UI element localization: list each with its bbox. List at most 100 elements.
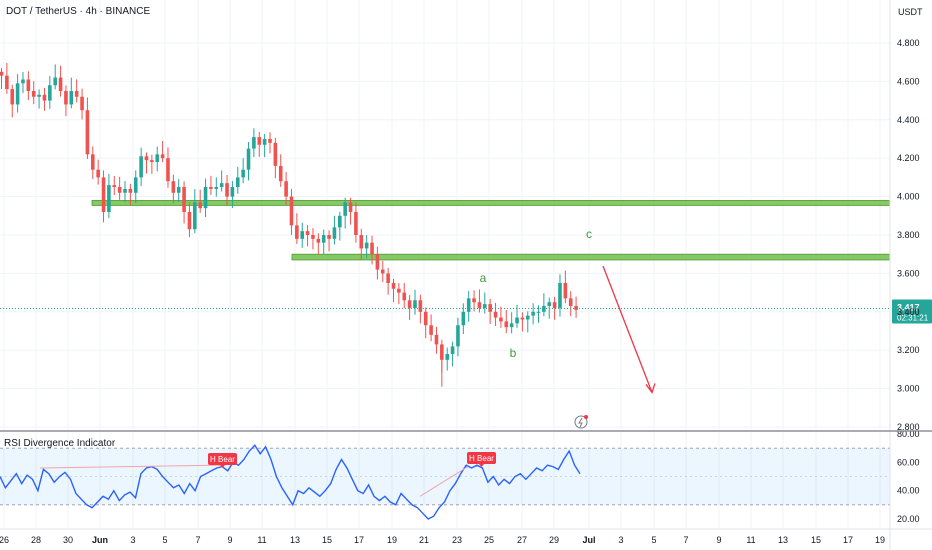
- candle-body: [300, 231, 305, 239]
- candle-body: [225, 183, 229, 197]
- candle-body: [262, 139, 267, 145]
- x-tick-label: Jun: [92, 535, 108, 545]
- chart-title: DOT / TetherUS · 4h · BINANCE: [6, 6, 151, 17]
- time-axis[interactable]: 26 28 30 Jun 3 5 7 9 11 13 15 17 19 21 23 25 27 29 Jul 3 5 7 9…: [0, 535, 885, 545]
- zone-1: [91, 200, 891, 206]
- candle-body: [42, 94, 47, 101]
- candle-body: [176, 187, 181, 193]
- price-axis[interactable]: USDT 4.800 4.600 4.400 4.200 4.000 3.800 3.600 3…: [889, 0, 923, 550]
- divergence-badge-2: [467, 452, 496, 464]
- candle-body: [219, 183, 224, 187]
- candle-body: [10, 89, 15, 105]
- rsi-tick-label: 80.00: [897, 429, 920, 439]
- candlestick-series: [0, 62, 578, 387]
- last-price-countdown: 02:31:21: [897, 314, 929, 323]
- y-tick-label: 4.600: [897, 76, 920, 86]
- candle-body: [0, 71, 4, 76]
- candle-body: [332, 227, 337, 239]
- candle-body: [354, 211, 358, 235]
- candle-body: [74, 91, 79, 97]
- candle-body: [278, 165, 283, 182]
- candle-body: [144, 156, 149, 161]
- candle-body: [466, 298, 471, 312]
- candle-body: [21, 79, 25, 84]
- candle-body: [107, 185, 111, 212]
- candle-body: [558, 283, 562, 308]
- candle-body: [311, 235, 315, 239]
- candle-body: [112, 185, 117, 187]
- candle-body: [284, 181, 288, 197]
- candle-body: [305, 231, 310, 235]
- x-tick-label: 5: [162, 535, 167, 545]
- alert-dot: [584, 415, 588, 419]
- x-tick-label: 17: [843, 535, 853, 545]
- projection-arrow[interactable]: [602, 265, 656, 394]
- candle-body: [198, 202, 202, 209]
- candle-body: [187, 211, 192, 230]
- rsi-line: [0, 444, 581, 520]
- x-tick-label: 25: [484, 535, 494, 545]
- candle-body: [536, 311, 541, 313]
- candle-body: [193, 202, 197, 230]
- candle-body: [182, 187, 186, 212]
- candle-body: [343, 202, 347, 216]
- candle-body: [338, 215, 342, 228]
- y-tick-label: 2.800: [897, 422, 920, 432]
- candle-body: [477, 302, 482, 308]
- candle-body: [123, 188, 127, 193]
- candle-body: [155, 154, 160, 163]
- y-tick-label: 3.800: [897, 230, 920, 240]
- rsi-panel: 80.00 60.00 40.00 20.00 H Bear H Bear: [0, 429, 920, 524]
- x-tick-label: 19: [875, 535, 885, 545]
- candle-body: [133, 177, 138, 193]
- misc: [0, 415, 932, 530]
- candle-body: [445, 354, 450, 360]
- x-tick-label: 23: [452, 535, 462, 545]
- candle-body: [359, 235, 364, 249]
- candle-body: [370, 242, 374, 255]
- candle-body: [80, 96, 84, 111]
- candle-body: [413, 300, 417, 308]
- candle-body: [235, 177, 240, 187]
- candle-body: [456, 325, 460, 347]
- divergence-line-2: [419, 466, 469, 497]
- support-resistance-zones[interactable]: [91, 200, 891, 261]
- candle-body: [58, 77, 63, 91]
- candle-body: [440, 344, 444, 360]
- candle-body: [327, 235, 331, 239]
- candle-body: [504, 321, 509, 328]
- candle-body: [531, 311, 535, 316]
- candle-body: [483, 304, 487, 308]
- y-tick-label: 4.000: [897, 192, 920, 202]
- wave-label-a: a: [480, 271, 487, 285]
- wave-label-b: b: [510, 346, 517, 360]
- x-tick-label: 30: [63, 535, 73, 545]
- candle-body: [348, 202, 353, 212]
- y-tick-label: 4.400: [897, 115, 920, 125]
- lightning-icon-glyph: [578, 417, 583, 428]
- candle-body: [429, 325, 433, 335]
- x-tick-label: 11: [746, 535, 755, 545]
- candle-body: [375, 254, 380, 270]
- candle-body: [364, 242, 369, 249]
- candle-body: [209, 187, 213, 189]
- candle-body: [171, 181, 176, 193]
- candle-body: [31, 91, 36, 97]
- x-tick-label: 13: [290, 535, 300, 545]
- x-tick-label: Jul: [582, 535, 595, 545]
- candle-body: [509, 323, 514, 328]
- candle-body: [450, 346, 455, 355]
- arrow-head: [645, 383, 656, 394]
- divergence-badge-1: [208, 453, 237, 465]
- candle-body: [568, 298, 573, 307]
- candle-body: [391, 283, 396, 289]
- rsi-tick-label: 40.00: [897, 486, 920, 496]
- zone-2: [291, 253, 891, 261]
- candle-body: [547, 302, 552, 307]
- x-tick-label: 27: [517, 535, 527, 545]
- candle-body: [15, 83, 20, 105]
- candle-body: [418, 300, 423, 312]
- candle-body: [64, 91, 68, 105]
- candle-body: [472, 298, 476, 303]
